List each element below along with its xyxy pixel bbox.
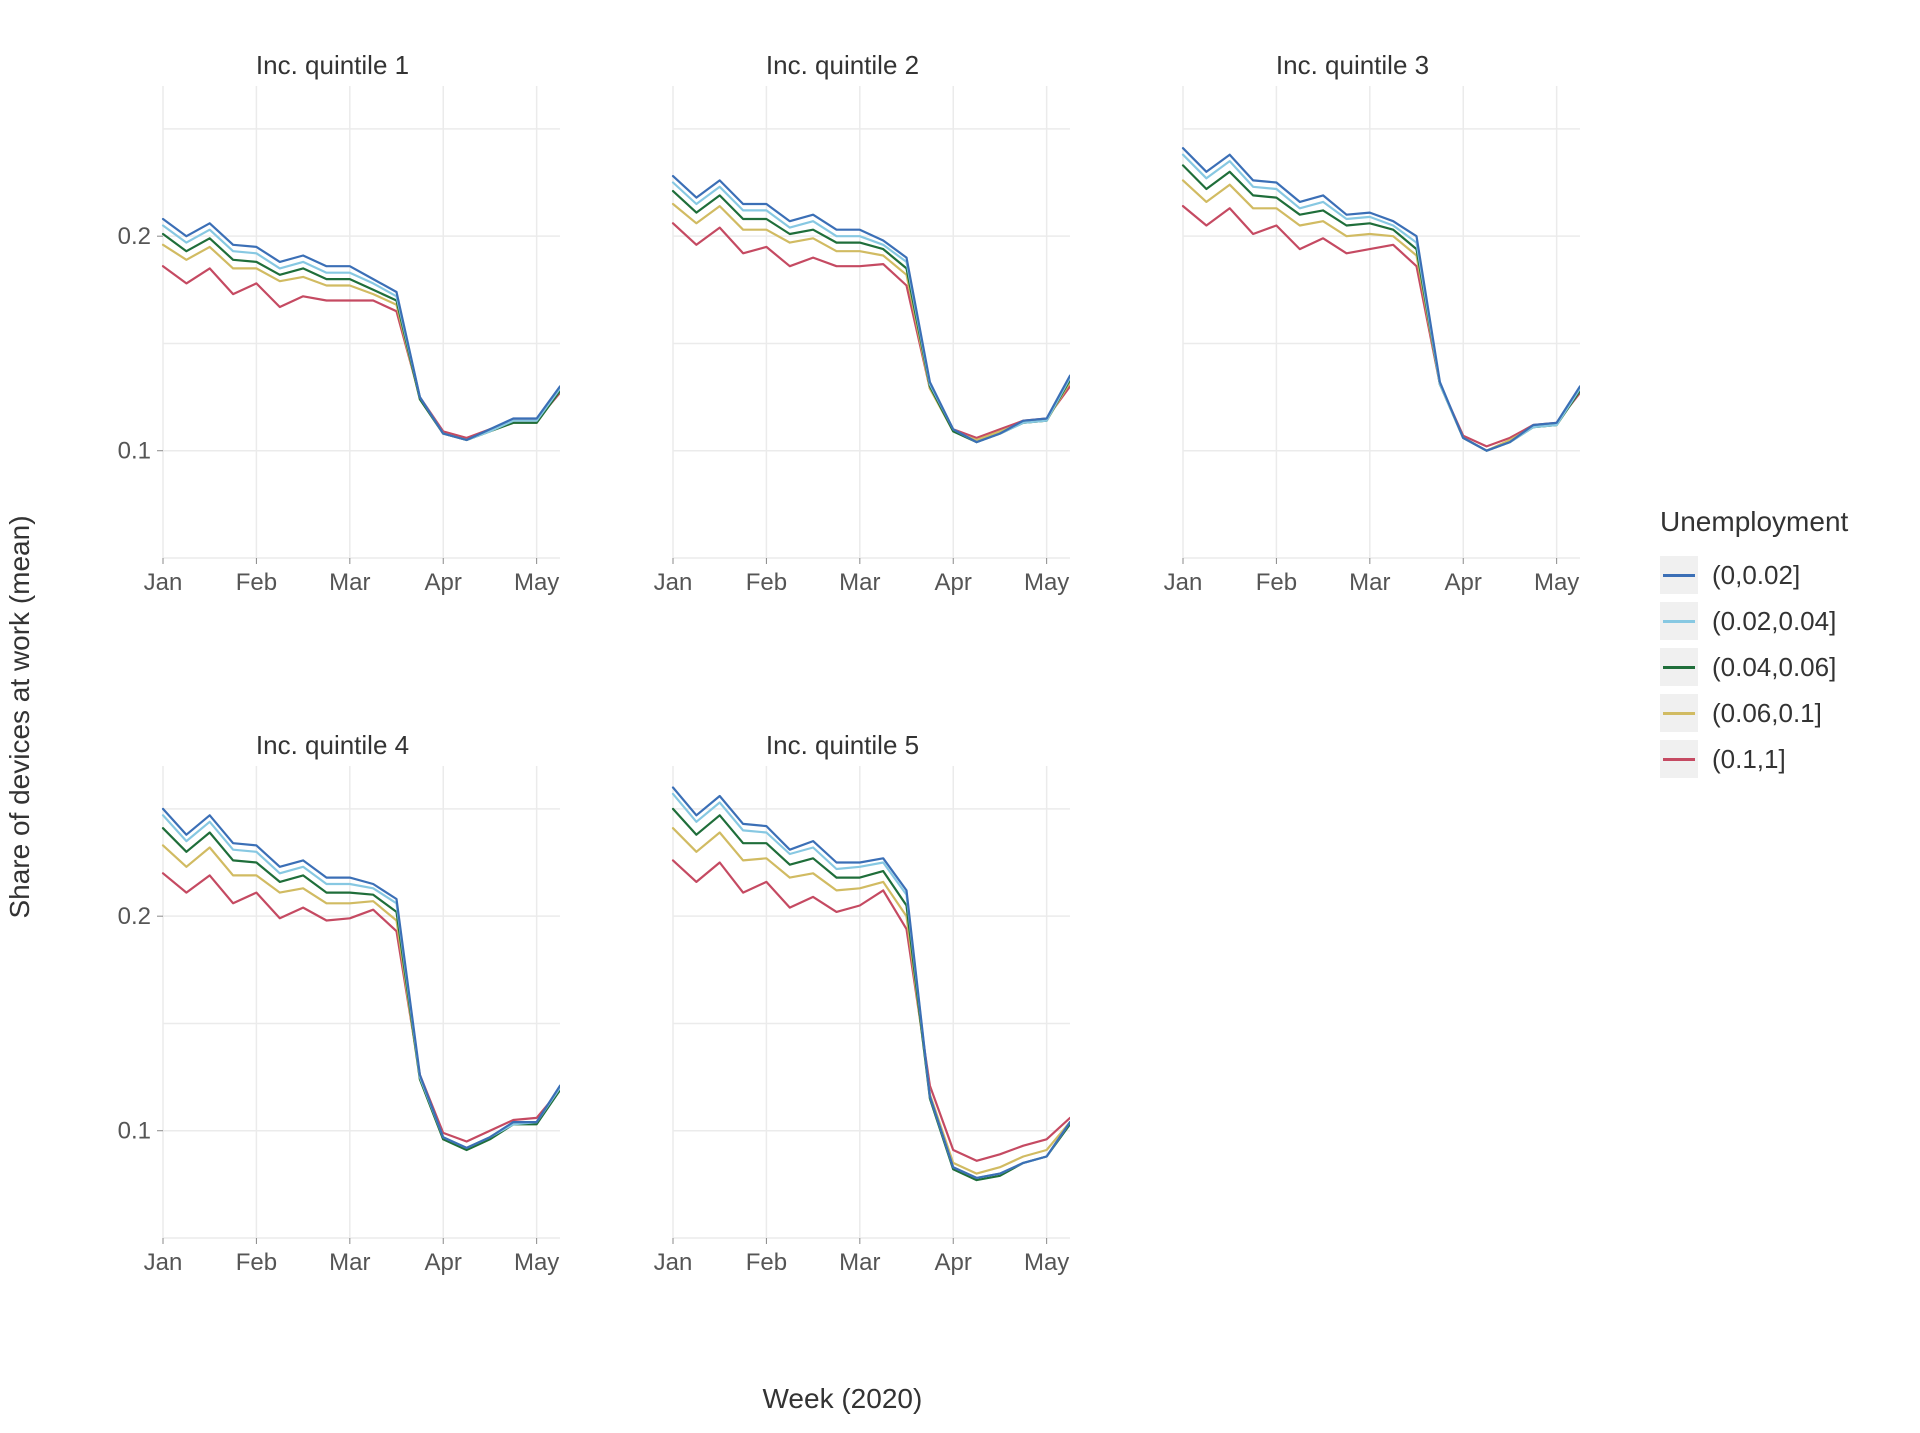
series-line-s4: [163, 245, 560, 440]
x-axis-title: Week (2020): [763, 1383, 923, 1415]
legend-label: (0.04,0.06]: [1712, 652, 1836, 683]
x-tick-label: Mar: [839, 569, 880, 596]
legend-title: Unemployment: [1660, 506, 1848, 538]
plot-svg: Jan Feb Mar Apr May: [1125, 86, 1580, 606]
legend-swatch: [1660, 602, 1698, 640]
series-line-s2: [673, 794, 1070, 1178]
legend-line-icon: [1663, 666, 1695, 669]
panel-q3: Inc. quintile 3JanFebMarAprMay: [1125, 86, 1580, 606]
legend-label: (0,0.02]: [1712, 560, 1800, 591]
legend-label: (0.1,1]: [1712, 744, 1786, 775]
plot-svg: Jan Feb Mar Apr May: [615, 86, 1070, 606]
panel-title: Inc. quintile 1: [105, 50, 560, 81]
x-tick-label: Feb: [746, 1249, 787, 1276]
series-line-s2: [673, 183, 1070, 443]
legend-swatch: [1660, 694, 1698, 732]
series-line-s3: [163, 234, 560, 440]
x-tick-label: Apr: [425, 569, 462, 596]
legend-item: (0.04,0.06]: [1660, 644, 1848, 690]
panel-q1: Inc. quintile 10.10.2JanFebMarAprMay: [105, 86, 560, 606]
x-tick-label: May: [1024, 569, 1069, 596]
legend-item: (0.06,0.1]: [1660, 690, 1848, 736]
x-tick-label: Feb: [236, 569, 277, 596]
x-tick-label: Jan: [1164, 569, 1203, 596]
x-tick-label: Mar: [329, 1249, 370, 1276]
series-line-s1: [673, 788, 1070, 1178]
x-tick-label: Mar: [329, 569, 370, 596]
panel-title: Inc. quintile 4: [105, 730, 560, 761]
panel-title: Inc. quintile 3: [1125, 50, 1580, 81]
series-line-s1: [673, 176, 1070, 442]
series-line-s1: [1183, 148, 1580, 451]
legend-label: (0.02,0.04]: [1712, 606, 1836, 637]
x-tick-label: May: [1024, 1249, 1069, 1276]
x-tick-label: Jan: [144, 1249, 183, 1276]
legend-item: (0,0.02]: [1660, 552, 1848, 598]
x-tick-label: Jan: [654, 569, 693, 596]
x-tick-label: May: [514, 1249, 559, 1276]
plot-svg: 0.1 0.2 Jan Feb Mar Apr May: [105, 86, 560, 606]
series-line-s3: [1183, 165, 1580, 450]
legend-swatch: [1660, 740, 1698, 778]
panel-title: Inc. quintile 2: [615, 50, 1070, 81]
series-line-s3: [673, 191, 1070, 442]
series-line-s3: [163, 828, 560, 1150]
y-tick-label: 0.1: [118, 1118, 151, 1145]
x-tick-label: May: [514, 569, 559, 596]
legend-swatch: [1660, 556, 1698, 594]
series-line-s5: [673, 860, 1070, 1160]
series-line-s1: [163, 219, 560, 440]
plot-svg: Jan Feb Mar Apr May: [615, 766, 1070, 1286]
legend-line-icon: [1663, 758, 1695, 761]
legend-line-icon: [1663, 620, 1695, 623]
legend: Unemployment (0,0.02] (0.02,0.04] (0.04,0.0…: [1660, 506, 1848, 782]
panel-q5: Inc. quintile 5JanFebMarAprMay: [615, 766, 1070, 1286]
legend-item: (0.02,0.04]: [1660, 598, 1848, 644]
x-tick-label: Feb: [236, 1249, 277, 1276]
x-tick-label: Apr: [935, 569, 972, 596]
x-tick-label: Jan: [144, 569, 183, 596]
x-tick-label: Feb: [746, 569, 787, 596]
panel-q4: Inc. quintile 40.10.2JanFebMarAprMay: [105, 766, 560, 1286]
x-tick-label: Mar: [1349, 569, 1390, 596]
x-tick-label: Feb: [1256, 569, 1297, 596]
x-tick-label: Apr: [935, 1249, 972, 1276]
series-line-s5: [673, 223, 1070, 438]
y-tick-label: 0.2: [118, 903, 151, 930]
x-tick-label: Apr: [425, 1249, 462, 1276]
series-line-s2: [163, 815, 560, 1148]
x-tick-label: Apr: [1445, 569, 1482, 596]
x-tick-label: Mar: [839, 1249, 880, 1276]
figure: Share of devices at work (mean) Inc. qui…: [0, 0, 1920, 1433]
panel-title: Inc. quintile 5: [615, 730, 1070, 761]
legend-line-icon: [1663, 712, 1695, 715]
y-tick-label: 0.2: [118, 223, 151, 250]
legend-label: (0.06,0.1]: [1712, 698, 1822, 729]
legend-swatch: [1660, 648, 1698, 686]
panel-q2: Inc. quintile 2JanFebMarAprMay: [615, 86, 1070, 606]
plot-svg: 0.1 0.2 Jan Feb Mar Apr May: [105, 766, 560, 1286]
y-tick-label: 0.1: [118, 438, 151, 465]
series-line-s5: [1183, 206, 1580, 446]
y-axis-title: Share of devices at work (mean): [4, 515, 36, 918]
legend-line-icon: [1663, 574, 1695, 577]
legend-item: (0.1,1]: [1660, 736, 1848, 782]
series-line-s1: [163, 809, 560, 1148]
series-line-s5: [163, 266, 560, 438]
series-line-s5: [163, 873, 560, 1141]
x-tick-label: May: [1534, 569, 1579, 596]
x-tick-label: Jan: [654, 1249, 693, 1276]
